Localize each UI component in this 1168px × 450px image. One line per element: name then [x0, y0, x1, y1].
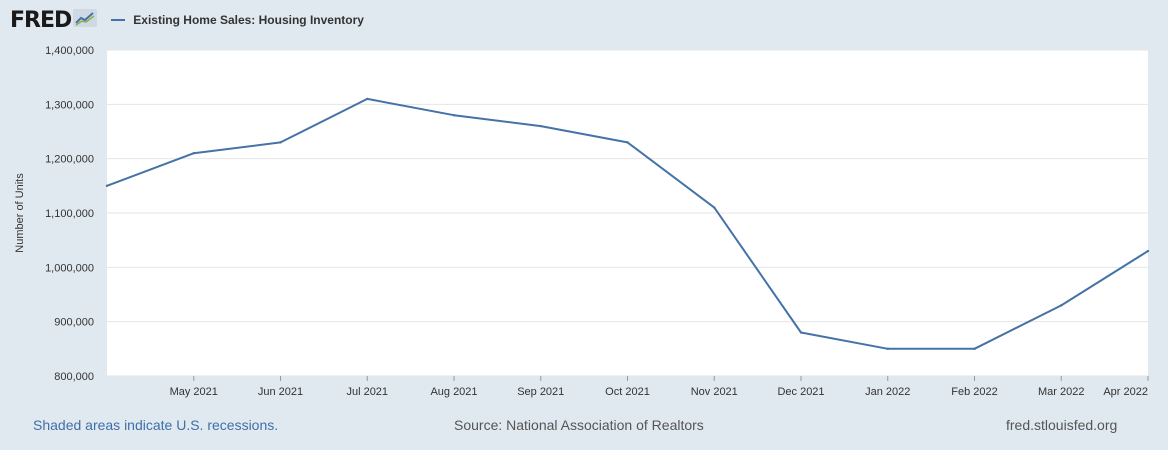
- y-tick-label: 1,400,000: [45, 45, 94, 57]
- recession-note-link[interactable]: Shaded areas indicate U.S. recessions.: [33, 417, 279, 433]
- y-tick-label: 800,000: [54, 371, 94, 383]
- x-axis-tick-labels: May 2021 Jun 2021 Jul 2021 Aug 2021 Sep 2021…: [170, 376, 1149, 398]
- x-tick-label: Jan 2022: [865, 386, 910, 398]
- chart-header: FRED Existing Home Sales: Housing Invent…: [10, 6, 364, 34]
- y-tick-label: 1,000,000: [45, 262, 94, 274]
- x-tick-label: Apr 2022: [1103, 386, 1148, 398]
- y-axis-label: Number of Units: [14, 173, 26, 253]
- chart-legend: Existing Home Sales: Housing Inventory: [111, 13, 364, 27]
- fred-chart-badge-icon: [73, 8, 98, 32]
- x-tick-label: Sep 2021: [517, 386, 564, 398]
- legend-series-label: Existing Home Sales: Housing Inventory: [133, 13, 364, 27]
- y-tick-label: 900,000: [54, 317, 94, 329]
- data-point[interactable]: [192, 152, 195, 155]
- y-tick-label: 1,300,000: [45, 99, 94, 111]
- data-point[interactable]: [105, 184, 109, 188]
- x-tick-label: Oct 2021: [605, 386, 650, 398]
- data-point[interactable]: [973, 347, 976, 351]
- x-tick-label: Nov 2021: [691, 386, 738, 398]
- x-tick-label: Jul 2021: [346, 386, 388, 398]
- data-point[interactable]: [366, 97, 369, 101]
- data-point[interactable]: [539, 124, 542, 128]
- x-tick-label: Mar 2022: [1038, 386, 1084, 398]
- data-point[interactable]: [279, 141, 282, 144]
- data-point[interactable]: [713, 206, 716, 209]
- data-point[interactable]: [1060, 304, 1063, 307]
- x-tick-label: May 2021: [170, 386, 218, 398]
- data-point[interactable]: [452, 114, 456, 117]
- legend-line-swatch: [111, 19, 126, 21]
- data-point[interactable]: [1146, 249, 1150, 253]
- fred-site-link[interactable]: fred.stlouisfed.org: [1006, 417, 1118, 433]
- data-point[interactable]: [626, 141, 629, 144]
- data-point[interactable]: [799, 331, 803, 334]
- fred-logo-text: FRED: [10, 7, 72, 33]
- x-tick-label: Feb 2022: [951, 386, 997, 398]
- y-tick-label: 1,100,000: [45, 208, 94, 220]
- x-tick-label: Dec 2021: [777, 386, 824, 398]
- source-note: Source: National Association of Realtors: [454, 417, 704, 433]
- y-tick-label: 1,200,000: [45, 154, 94, 166]
- x-tick-label: Jun 2021: [258, 386, 303, 398]
- series-layer: [105, 97, 1150, 351]
- data-point[interactable]: [886, 347, 889, 351]
- fred-logo[interactable]: FRED: [10, 7, 98, 33]
- y-axis-tick-labels: 800,000 900,000 1,000,000 1,100,000 1,200,00…: [45, 45, 94, 383]
- x-tick-label: Aug 2021: [430, 386, 477, 398]
